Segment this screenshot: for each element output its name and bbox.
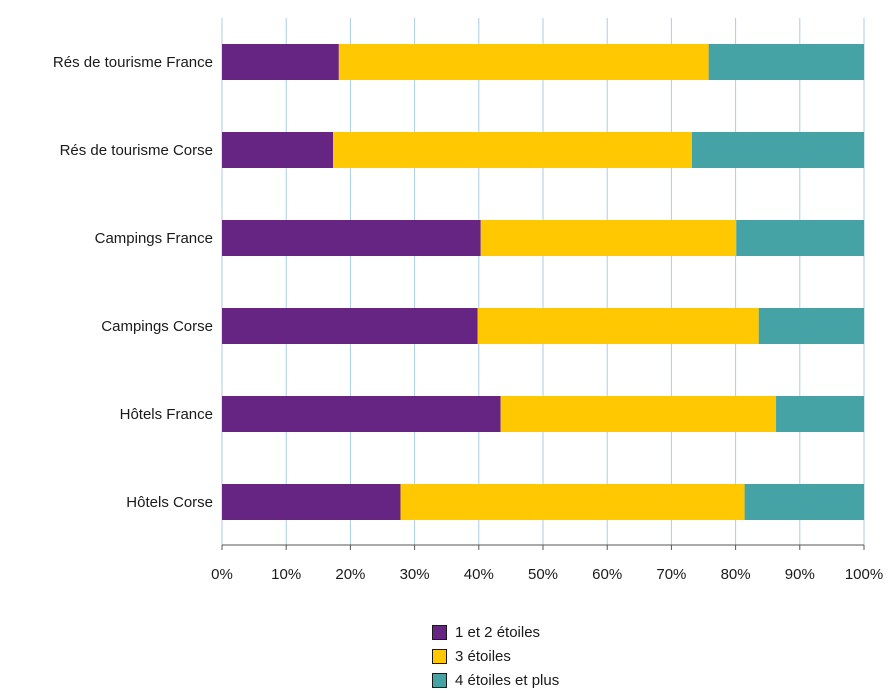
- legend-label: 3 étoiles: [455, 647, 511, 665]
- legend-label: 1 et 2 étoiles: [455, 623, 541, 641]
- x-tick-label: 40%: [464, 566, 494, 583]
- x-axis: [221, 544, 865, 550]
- category-label: Hôtels Corse: [126, 494, 213, 511]
- stacked-bar-chart: Rés de tourisme France Rés de tourisme Co…: [53, 18, 883, 583]
- x-tick-label: 70%: [656, 566, 686, 583]
- bar-segment: [222, 220, 481, 256]
- bar-segment: [477, 308, 759, 344]
- x-tick-label: 100%: [845, 566, 883, 583]
- x-tick-label: 90%: [785, 566, 815, 583]
- bar-segment: [736, 220, 864, 256]
- bar-segment: [222, 484, 401, 520]
- category-label: Hôtels France: [120, 406, 213, 423]
- bar-segment: [338, 44, 709, 80]
- category-label: Rés de tourisme Corse: [60, 142, 213, 159]
- legend: 1 et 2 étoiles 3 étoiles 4 étoiles et plus: [432, 620, 559, 692]
- legend-item: 3 étoiles: [432, 644, 559, 668]
- x-tick-label: 20%: [335, 566, 365, 583]
- bar-segment: [776, 396, 864, 432]
- x-tick-label: 0%: [211, 566, 233, 583]
- bar-segment: [222, 308, 478, 344]
- bar-segment: [500, 396, 777, 432]
- bar-segment: [400, 484, 745, 520]
- x-tick-label: 80%: [721, 566, 751, 583]
- x-tick-labels: 0% 10% 20% 30% 40% 50% 60% 70% 80% 90% 100%: [211, 566, 883, 583]
- category-label: Campings France: [95, 230, 213, 247]
- x-tick-label: 60%: [592, 566, 622, 583]
- x-tick-label: 10%: [271, 566, 301, 583]
- legend-label: 4 étoiles et plus: [455, 671, 560, 689]
- category-label: Campings Corse: [101, 318, 213, 335]
- bar-segment: [708, 44, 864, 80]
- x-tick-label: 50%: [528, 566, 558, 583]
- bar-segment: [222, 396, 501, 432]
- bar-segment: [222, 132, 334, 168]
- gridlines: [221, 18, 865, 545]
- bar-segment: [691, 132, 864, 168]
- bar-segment: [222, 44, 339, 80]
- category-label: Rés de tourisme France: [53, 54, 213, 71]
- legend-swatch: [432, 624, 447, 640]
- legend-swatch: [432, 672, 447, 688]
- legend-swatch: [432, 648, 447, 664]
- legend-item: 4 étoiles et plus: [432, 668, 559, 692]
- bar-segments: [222, 44, 864, 520]
- bar-segment: [758, 308, 864, 344]
- x-tick-label: 30%: [400, 566, 430, 583]
- legend-item: 1 et 2 étoiles: [432, 620, 559, 644]
- category-labels: Rés de tourisme France Rés de tourisme Co…: [53, 54, 213, 511]
- bar-segment: [744, 484, 864, 520]
- bar-segment: [333, 132, 692, 168]
- bar-segment: [480, 220, 737, 256]
